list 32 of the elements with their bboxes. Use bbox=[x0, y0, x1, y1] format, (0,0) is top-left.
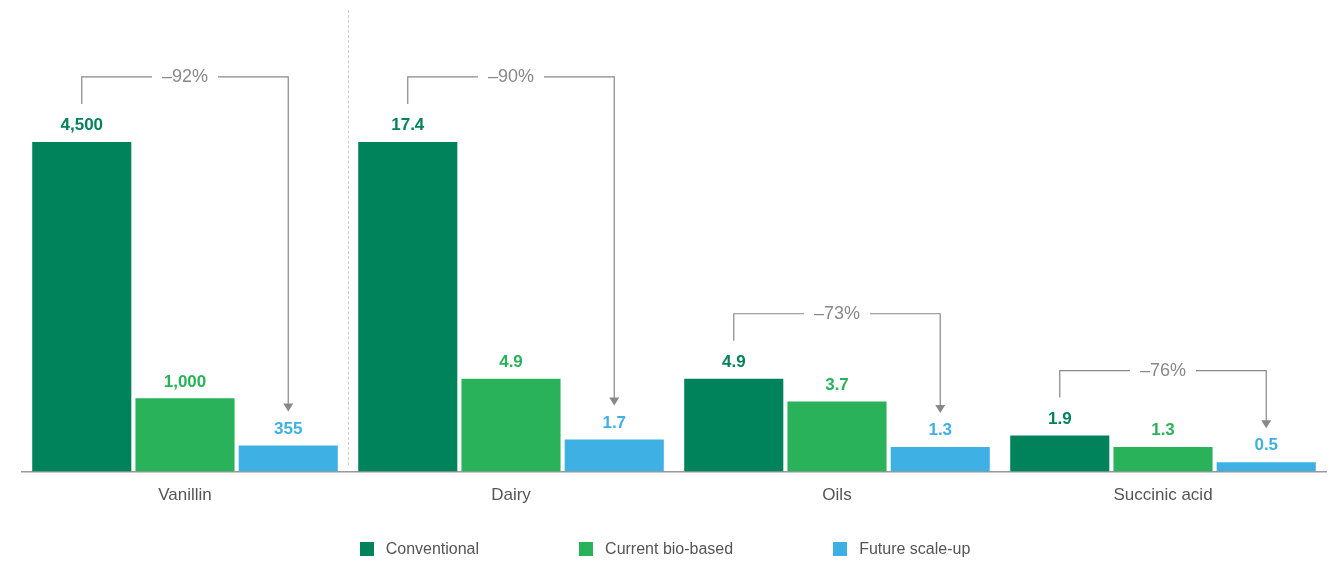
x-tick-label: Oils bbox=[822, 485, 852, 505]
x-tick-label: Dairy bbox=[491, 485, 532, 505]
bar bbox=[1113, 446, 1213, 472]
data-label: 355 bbox=[274, 418, 303, 438]
data-label: 1.3 bbox=[1151, 420, 1175, 440]
text: –92% bbox=[161, 65, 209, 86]
data-label: 1.7 bbox=[602, 412, 627, 432]
bar bbox=[1010, 435, 1110, 472]
text: –90% bbox=[487, 65, 535, 86]
data-label: 4.9 bbox=[721, 351, 746, 371]
legend-label: Future scale-up bbox=[858, 540, 971, 558]
data-label: 1.9 bbox=[1047, 408, 1072, 428]
x-tick-label: Vanillin bbox=[158, 485, 212, 505]
bar bbox=[787, 401, 887, 472]
legend-label: Current bio-based bbox=[604, 540, 734, 558]
bar bbox=[358, 141, 458, 472]
data-label: 3.7 bbox=[825, 374, 849, 394]
data-label: 4.9 bbox=[499, 351, 523, 371]
data-label: 1,000 bbox=[163, 371, 207, 391]
x-tick-label: Succinic acid bbox=[1113, 485, 1213, 505]
data-label: 17.4 bbox=[391, 115, 425, 135]
data-label: 0.5 bbox=[1254, 435, 1279, 455]
bar bbox=[1216, 462, 1316, 472]
bar bbox=[564, 439, 664, 472]
bar bbox=[684, 378, 784, 472]
bar bbox=[461, 378, 561, 472]
bar bbox=[890, 446, 990, 472]
data-label: 4,500 bbox=[60, 115, 104, 135]
annotation: –76% bbox=[1139, 359, 1187, 380]
data-label: 1.3 bbox=[928, 420, 953, 440]
legend-label: Conventional bbox=[384, 540, 480, 558]
annotation: –73% bbox=[813, 302, 861, 323]
